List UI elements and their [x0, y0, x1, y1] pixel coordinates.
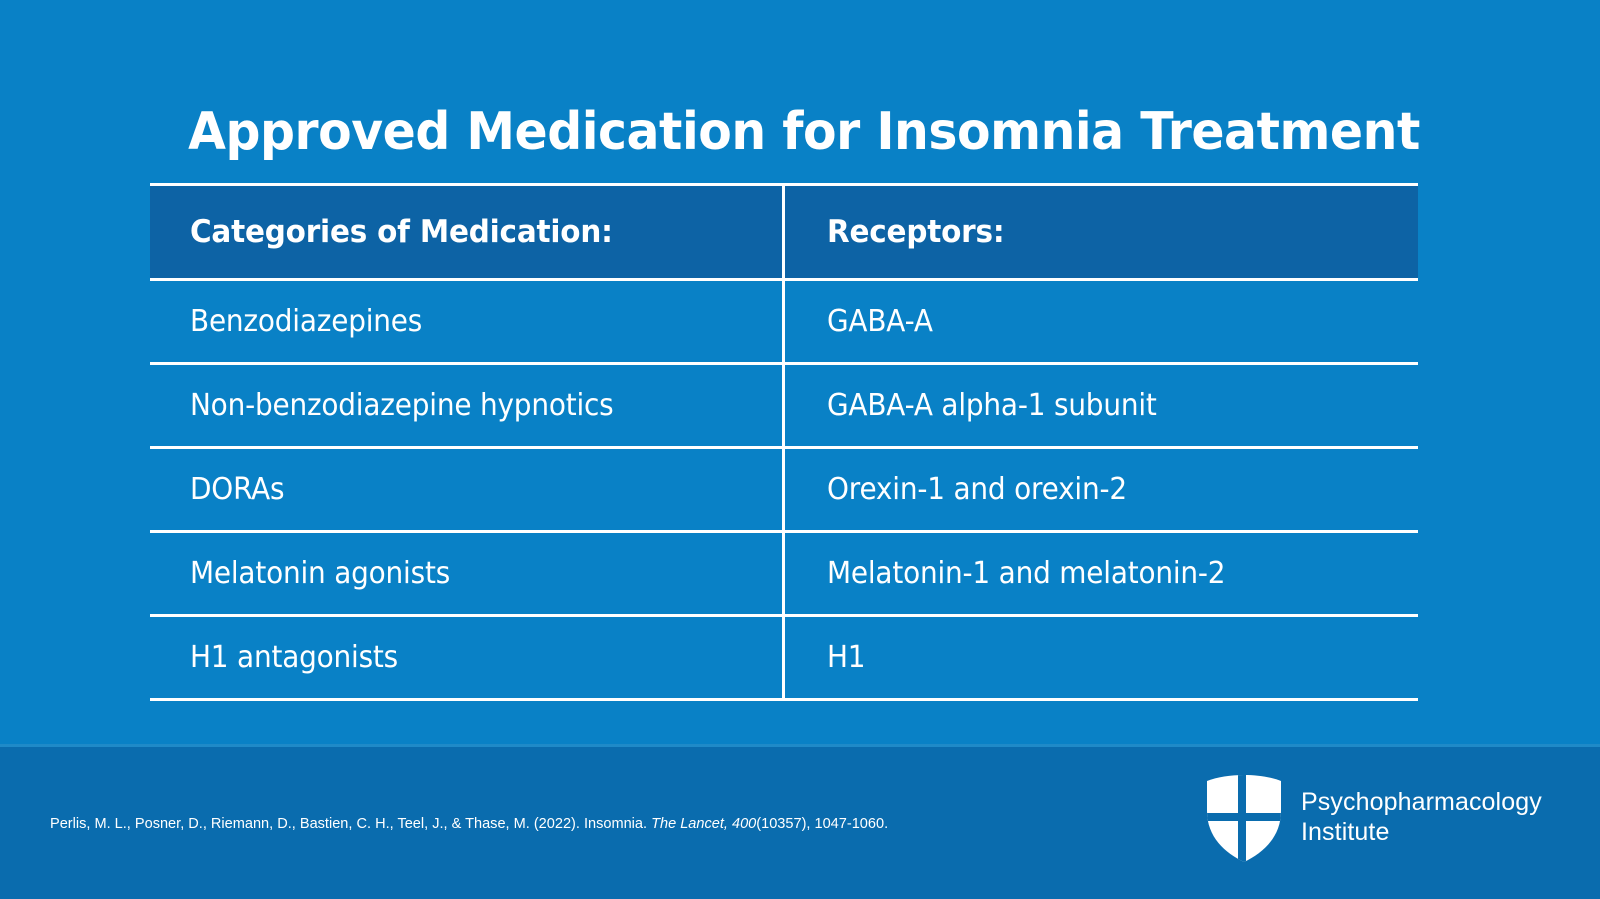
- cell-receptor: GABA-A: [781, 278, 1418, 364]
- table-head: Categories of Medication: Receptors:: [150, 183, 1418, 281]
- cell-receptor-label: Orexin-1 and orexin-2: [826, 472, 1127, 507]
- table-row: Benzodiazepines GABA-A: [150, 278, 1418, 364]
- cell-receptor-label: H1: [826, 640, 866, 675]
- citation-journal: The Lancet, 400: [651, 815, 757, 832]
- shield-icon: [1207, 775, 1281, 862]
- cell-category: H1 antagonists: [150, 614, 783, 701]
- medication-table: Categories of Medication: Receptors: Ben…: [150, 183, 1418, 701]
- cell-receptor: GABA-A alpha-1 subunit: [781, 362, 1418, 448]
- table-row: Non-benzodiazepine hypnotics GABA-A alph…: [150, 362, 1418, 448]
- cell-category: Benzodiazepines: [150, 278, 783, 364]
- cell-category: Non-benzodiazepine hypnotics: [150, 362, 783, 448]
- cell-category: DORAs: [150, 446, 783, 532]
- cell-category-label: DORAs: [190, 472, 285, 507]
- column-header-categories: Categories of Medication:: [150, 183, 783, 281]
- table-body: Benzodiazepines GABA-A Non-benzodiazepin…: [150, 278, 1418, 701]
- brand-wordmark-line2: Institute: [1301, 818, 1390, 846]
- page-title: Approved Medication for Insomnia Treatme…: [188, 101, 1420, 162]
- cell-category-label: Non-benzodiazepine hypnotics: [190, 388, 614, 423]
- cell-receptor: H1: [781, 614, 1418, 701]
- table-row: Melatonin agonists Melatonin-1 and melat…: [150, 530, 1418, 616]
- column-header-receptors: Receptors:: [781, 183, 1418, 281]
- footer-divider: [0, 744, 1600, 747]
- cell-receptor: Orexin-1 and orexin-2: [781, 446, 1418, 532]
- cell-category-label: Melatonin agonists: [190, 556, 451, 591]
- brand-logo: Psychopharmacology Institute: [1205, 771, 1542, 863]
- cell-receptor-label: GABA-A: [826, 304, 933, 339]
- cell-receptor: Melatonin-1 and melatonin-2: [781, 530, 1418, 616]
- cell-category: Melatonin agonists: [150, 530, 783, 616]
- citation-authors: Perlis, M. L., Posner, D., Riemann, D., …: [50, 815, 652, 832]
- medication-table-container: Categories of Medication: Receptors: Ben…: [150, 183, 1418, 701]
- cell-category-label: Benzodiazepines: [190, 304, 423, 339]
- brand-wordmark: Psychopharmacology Institute: [1301, 787, 1542, 847]
- footer-band: [0, 744, 1600, 899]
- cell-receptor-label: GABA-A alpha-1 subunit: [826, 388, 1157, 423]
- citation-issue-pages: (10357), 1047-1060.: [756, 815, 889, 832]
- table-row: H1 antagonists H1: [150, 614, 1418, 701]
- column-header-categories-label: Categories of Medication:: [190, 214, 613, 250]
- citation-reference: Perlis, M. L., Posner, D., Riemann, D., …: [50, 814, 888, 834]
- cell-category-label: H1 antagonists: [190, 640, 399, 675]
- cell-receptor-label: Melatonin-1 and melatonin-2: [826, 556, 1226, 591]
- table-row: DORAs Orexin-1 and orexin-2: [150, 446, 1418, 532]
- brand-wordmark-line1: Psychopharmacology: [1301, 788, 1542, 816]
- column-header-receptors-label: Receptors:: [826, 214, 1005, 250]
- table-header-row: Categories of Medication: Receptors:: [150, 183, 1418, 281]
